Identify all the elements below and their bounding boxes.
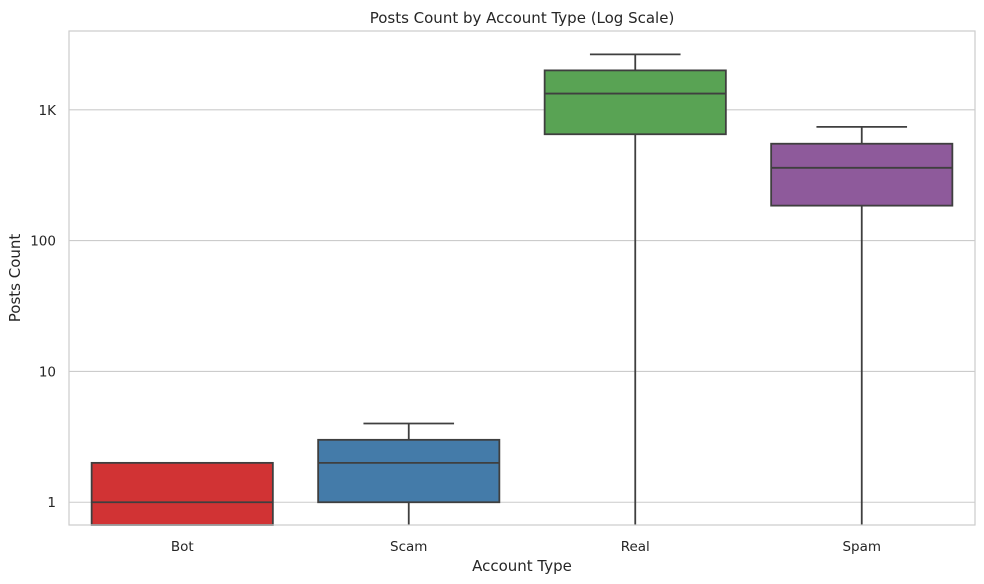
y-tick-label: 100 [30,234,56,250]
boxes-layer [90,53,954,526]
iqr-box [543,69,727,136]
box-spam [770,125,954,525]
y-tick-label: 1K [39,103,58,119]
x-tick-label: Real [621,539,650,555]
box-bot [90,461,274,526]
x-tick-label: Scam [390,539,427,555]
box-real [543,53,727,525]
x-tick-labels: Bot Scam Real Spam [171,539,881,555]
box-scam [317,422,501,525]
y-tick-label: 1 [47,495,56,511]
x-tick-label: Bot [171,539,194,555]
plot-frame [68,30,976,526]
grid-lines [69,109,975,503]
iqr-box [317,438,501,504]
y-tick-label: 10 [39,364,56,380]
x-axis-title: Account Type [472,557,572,575]
y-axis-title: Posts Count [6,234,24,323]
y-tick-labels: 1 10 100 1K [30,103,57,511]
x-tick-label: Spam [842,539,881,555]
plot-background [69,31,975,525]
iqr-box [770,142,954,207]
chart-title: Posts Count by Account Type (Log Scale) [370,9,675,27]
iqr-box [90,461,274,526]
